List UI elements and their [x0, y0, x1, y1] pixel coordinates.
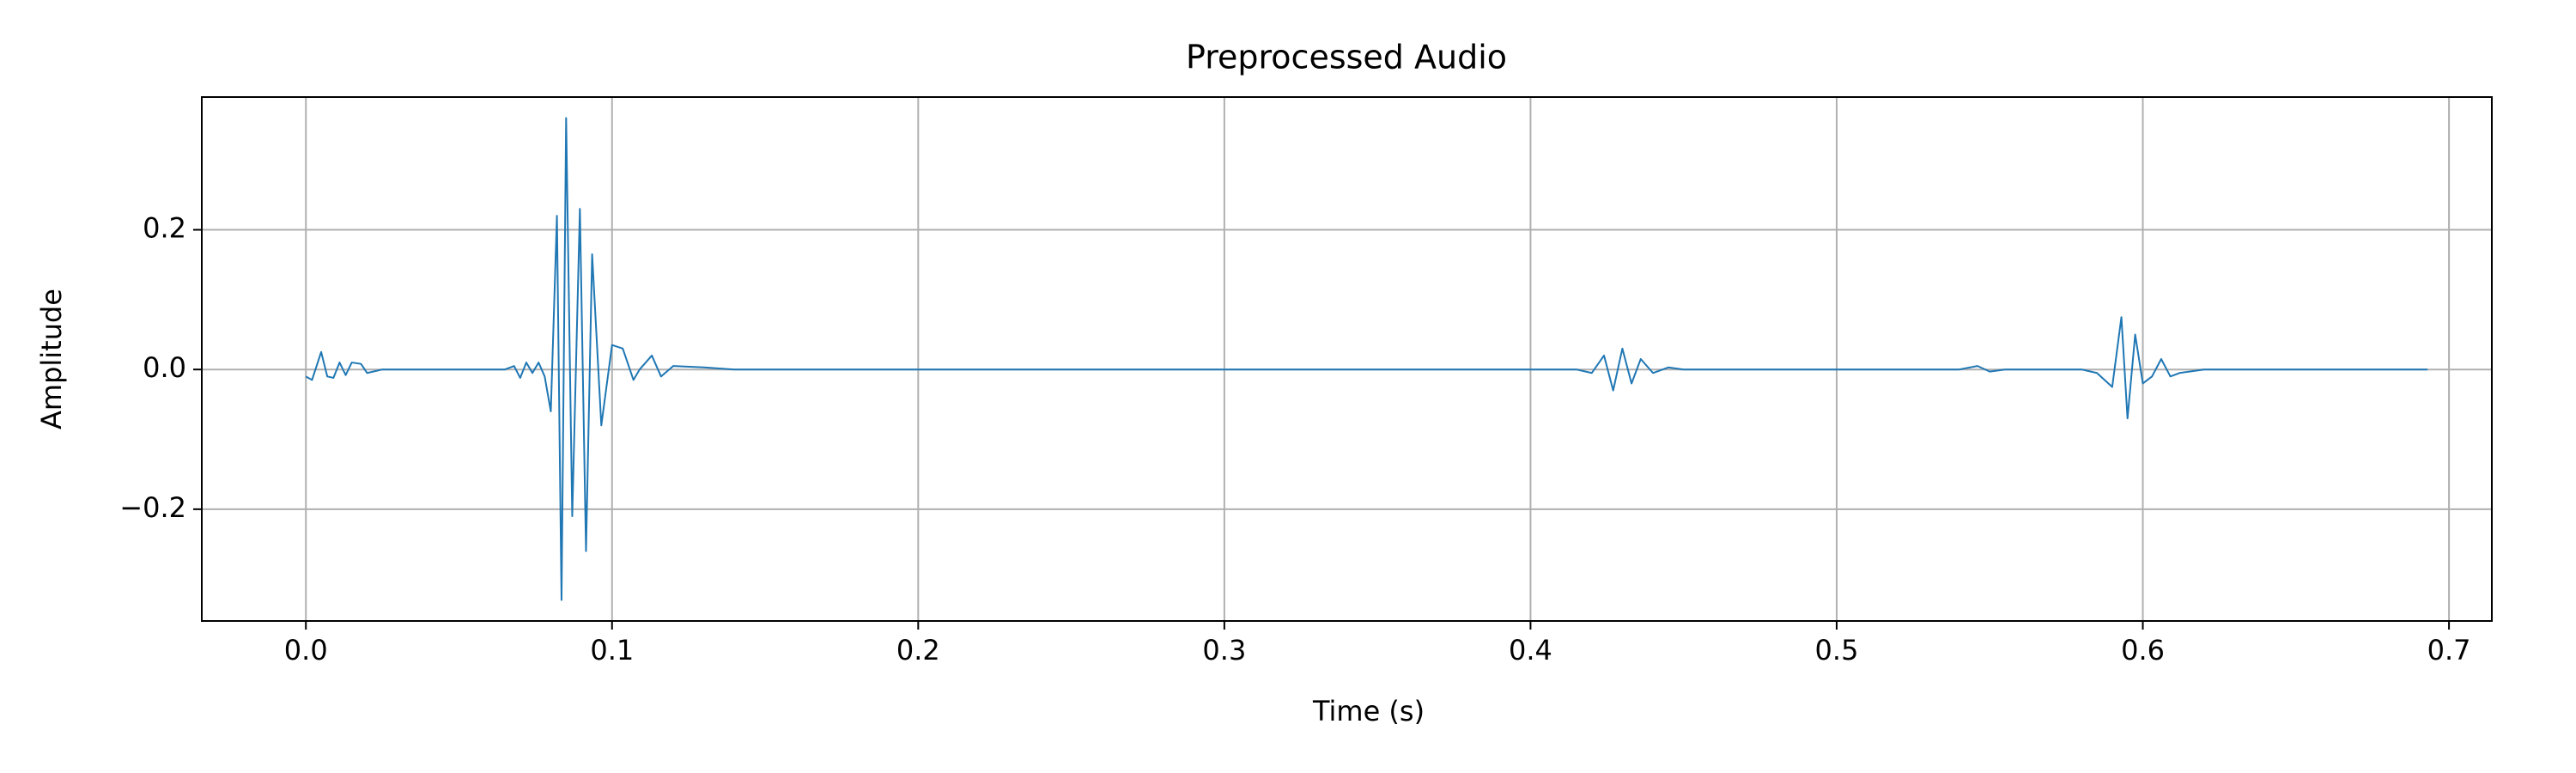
y-tick-label: 0.2: [143, 212, 186, 245]
x-axis-label: Time (s): [1312, 695, 1425, 727]
x-tick-label: 0.0: [284, 634, 328, 666]
y-tick-label: 0.0: [143, 351, 186, 384]
x-tick-label: 0.6: [2121, 634, 2165, 666]
x-tick-label: 0.7: [2427, 634, 2471, 666]
x-tick-label: 0.4: [1509, 634, 1552, 666]
plot-frame: [201, 96, 2493, 622]
y-axis-label: Amplitude: [35, 289, 68, 429]
x-tick-label: 0.5: [1815, 634, 1859, 666]
chart-title: Preprocessed Audio: [1186, 39, 1507, 76]
waveform-line: [305, 117, 2428, 601]
x-tick-label: 0.2: [896, 634, 940, 666]
x-tick-label: 0.1: [590, 634, 634, 666]
y-tick-label: −0.2: [119, 491, 186, 524]
x-tick-label: 0.3: [1202, 634, 1246, 666]
